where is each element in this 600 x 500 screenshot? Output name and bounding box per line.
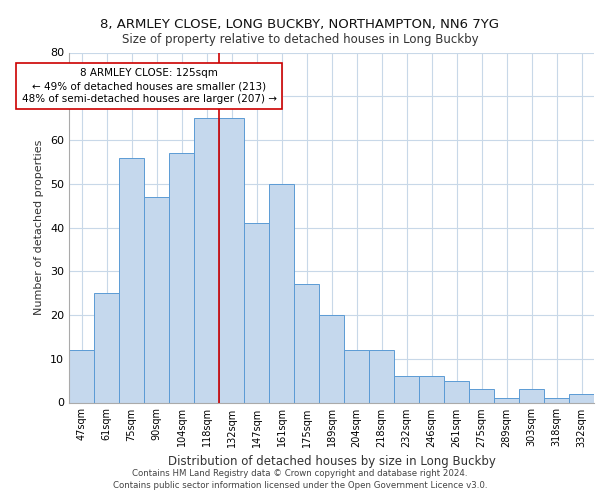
- Bar: [194, 118, 219, 403]
- Bar: [294, 284, 319, 403]
- Bar: [394, 376, 419, 402]
- Bar: [244, 223, 269, 402]
- Bar: [219, 118, 244, 403]
- Text: Size of property relative to detached houses in Long Buckby: Size of property relative to detached ho…: [122, 34, 478, 46]
- Bar: [444, 380, 469, 402]
- Bar: [169, 153, 194, 402]
- Y-axis label: Number of detached properties: Number of detached properties: [34, 140, 44, 315]
- Text: 8 ARMLEY CLOSE: 125sqm
← 49% of detached houses are smaller (213)
48% of semi-de: 8 ARMLEY CLOSE: 125sqm ← 49% of detached…: [22, 68, 277, 104]
- Bar: [569, 394, 594, 402]
- Text: 8, ARMLEY CLOSE, LONG BUCKBY, NORTHAMPTON, NN6 7YG: 8, ARMLEY CLOSE, LONG BUCKBY, NORTHAMPTO…: [101, 18, 499, 31]
- Bar: [469, 390, 494, 402]
- Bar: [369, 350, 394, 403]
- Bar: [544, 398, 569, 402]
- Text: Contains HM Land Registry data © Crown copyright and database right 2024.: Contains HM Land Registry data © Crown c…: [132, 470, 468, 478]
- Bar: [69, 350, 94, 403]
- Bar: [269, 184, 294, 402]
- Bar: [519, 390, 544, 402]
- Bar: [344, 350, 369, 403]
- Bar: [94, 293, 119, 403]
- Bar: [119, 158, 144, 402]
- Bar: [144, 197, 169, 402]
- Bar: [419, 376, 444, 402]
- Bar: [319, 315, 344, 402]
- Bar: [494, 398, 519, 402]
- Text: Contains public sector information licensed under the Open Government Licence v3: Contains public sector information licen…: [113, 480, 487, 490]
- X-axis label: Distribution of detached houses by size in Long Buckby: Distribution of detached houses by size …: [167, 455, 496, 468]
